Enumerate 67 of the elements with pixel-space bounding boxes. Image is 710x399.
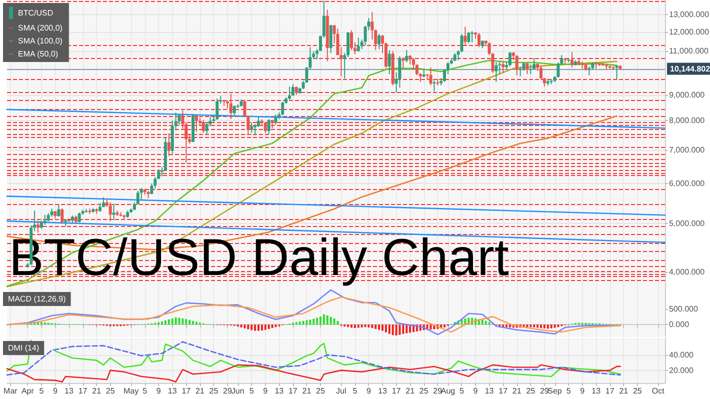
y-tick-label: 7,000.000	[669, 145, 706, 154]
x-tick-label: 21	[195, 386, 205, 396]
x-tick-label: 5	[460, 386, 465, 396]
x-tick-label: Jul	[336, 386, 346, 396]
y-tick-label: 6,000.000	[669, 178, 706, 188]
x-tick-label: 13	[484, 386, 494, 396]
x-tick-label: 13	[168, 386, 178, 396]
x-tick-label: 21	[92, 386, 102, 396]
x-tick-label: 25	[209, 386, 219, 396]
x-tick-label: 5	[39, 386, 44, 396]
x-tick-label: 9	[263, 386, 268, 396]
text: MACD (12,26,9)	[8, 294, 66, 304]
x-tick-label: 13	[274, 386, 284, 396]
x-tick-label: 25	[316, 386, 326, 396]
legend-label: BTC/USD	[18, 8, 54, 18]
y-tick-label: 500.000	[669, 304, 698, 314]
x-tick-label: 29	[223, 386, 232, 396]
x-tick-label: 25	[526, 386, 536, 396]
y-tick-label: 5,000.000	[669, 218, 706, 228]
x-tick-label: Apr	[21, 386, 34, 396]
x-tick-label: 21	[512, 386, 522, 396]
x-tick-label: 5	[566, 386, 572, 396]
legend-label: SMA (100,0)	[18, 36, 63, 46]
y-tick-label: 0.000	[669, 320, 690, 330]
x-tick-label: 29	[433, 386, 443, 396]
x-tick-label: 5	[249, 386, 254, 396]
ref-line-label: 10,144.802	[670, 64, 710, 74]
x-tick-label: 9	[156, 386, 162, 396]
x-tick-label: 17	[78, 386, 88, 396]
x-tick-label: 17	[288, 386, 298, 396]
x-tick-label: 9	[53, 386, 58, 396]
x-tick-label: 9	[366, 386, 372, 396]
y-tick-label: 13,000.000	[669, 10, 710, 20]
x-tick-label: 9	[580, 386, 586, 396]
legend-label: EMA (50,0)	[18, 50, 58, 58]
x-tick-label: 17	[498, 386, 508, 396]
y-tick-label: 40.000	[669, 350, 694, 360]
x-tick-label: Sep	[548, 386, 562, 396]
y-tick-label: 12,000.000	[669, 28, 710, 37]
y-tick-label: 11,000.000	[669, 46, 709, 56]
x-tick-label: 29	[540, 386, 550, 396]
x-tick-label: 17	[605, 386, 615, 396]
x-tick-label: Jun	[231, 386, 244, 396]
x-tick-label: 13	[378, 386, 388, 396]
text: DMI (14)	[8, 344, 40, 352]
y-tick-label: 4,000.000	[669, 267, 706, 276]
legend-label: SMA (200,0)	[18, 24, 63, 32]
y-tick-label: 20.000	[669, 366, 694, 375]
x-tick-label: 25	[632, 386, 642, 396]
x-tick-label: 9	[473, 386, 478, 396]
x-tick-label: 21	[406, 386, 416, 396]
x-tick-label: 25	[106, 386, 116, 396]
x-tick-label: 13	[64, 386, 74, 396]
x-tick-label: Oct	[652, 386, 666, 396]
x-tick-label: Mar	[4, 386, 18, 396]
x-tick-label: 21	[302, 386, 312, 396]
x-tick-label: 5	[142, 386, 148, 396]
x-tick-label: May	[123, 386, 139, 396]
x-tick-label: 13	[592, 386, 602, 396]
x-tick-label: Aug	[440, 386, 456, 396]
x-tick-label: 17	[182, 386, 192, 396]
x-tick-label: 5	[352, 386, 358, 396]
y-tick-label: 8,000.000	[669, 116, 706, 126]
x-tick-label: 21	[619, 386, 629, 396]
x-tick-label: 25	[419, 386, 429, 396]
x-tick-label: 17	[392, 386, 402, 396]
y-tick-label: 9,000.000	[669, 90, 706, 100]
